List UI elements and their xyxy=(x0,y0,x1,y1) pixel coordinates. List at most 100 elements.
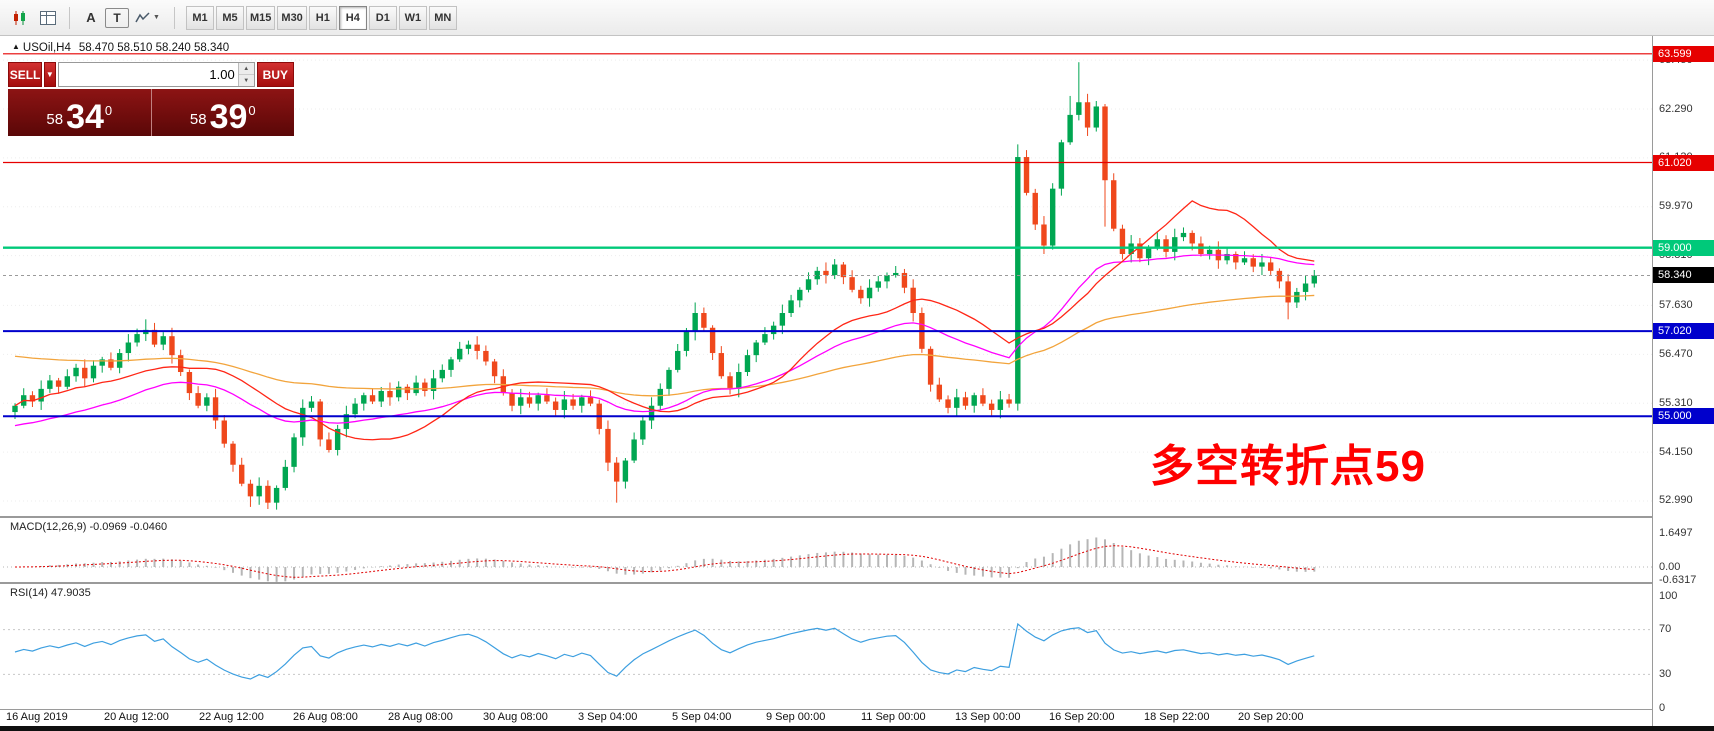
candle[interactable] xyxy=(395,381,402,402)
candle[interactable] xyxy=(648,397,655,429)
timeframe-button-mn[interactable]: MN xyxy=(428,5,457,30)
candle[interactable] xyxy=(631,432,637,464)
timeframe-button-m15[interactable]: M15 xyxy=(246,5,276,30)
candle[interactable] xyxy=(875,275,881,292)
sell-button[interactable]: SELL xyxy=(8,62,43,87)
candle[interactable] xyxy=(1276,268,1283,289)
candle[interactable] xyxy=(544,388,550,405)
chart-window[interactable]: ▲ USOil,H4 58.470 58.510 58.240 58.340 SEL… xyxy=(0,36,1714,731)
candle[interactable] xyxy=(980,388,986,407)
candle[interactable] xyxy=(858,285,864,304)
candle[interactable] xyxy=(1267,256,1274,275)
volume-input[interactable] xyxy=(58,63,238,86)
candle[interactable] xyxy=(962,391,969,410)
candle[interactable] xyxy=(1119,224,1126,260)
pane-separator[interactable] xyxy=(0,582,1652,584)
candle[interactable] xyxy=(457,341,463,362)
candle[interactable] xyxy=(1058,139,1065,196)
candle[interactable] xyxy=(718,346,725,379)
candle[interactable] xyxy=(483,345,489,366)
timeframe-button-m30[interactable]: M30 xyxy=(277,5,307,30)
candle[interactable] xyxy=(491,358,498,384)
candle[interactable] xyxy=(1076,62,1082,121)
candle[interactable] xyxy=(1067,95,1073,145)
candle[interactable] xyxy=(439,364,445,383)
candle[interactable] xyxy=(1093,100,1099,132)
candle[interactable] xyxy=(369,388,376,405)
candle[interactable] xyxy=(125,334,132,362)
candle[interactable] xyxy=(177,349,184,377)
candle[interactable] xyxy=(47,374,53,393)
candle[interactable] xyxy=(64,369,71,390)
candle[interactable] xyxy=(160,332,166,351)
candle[interactable] xyxy=(448,356,454,377)
volume-decrease-button[interactable]: ▼ xyxy=(238,75,254,86)
candle[interactable] xyxy=(387,382,393,406)
candle[interactable] xyxy=(204,393,210,412)
draw-tool-icon[interactable]: ▼ xyxy=(129,5,165,31)
candle[interactable] xyxy=(1137,237,1143,263)
order-type-dropdown[interactable]: ▼ xyxy=(44,62,56,87)
candle[interactable] xyxy=(247,479,254,507)
candle[interactable] xyxy=(727,372,733,395)
candle[interactable] xyxy=(343,405,350,438)
candle[interactable] xyxy=(282,459,289,491)
candle[interactable] xyxy=(300,399,306,446)
candle[interactable] xyxy=(21,388,27,409)
candle[interactable] xyxy=(971,392,977,413)
candle[interactable] xyxy=(38,380,44,410)
candle[interactable] xyxy=(186,369,193,401)
text-tool-icon[interactable]: T xyxy=(105,7,129,28)
candle[interactable] xyxy=(1311,270,1317,288)
candlestick-chart-icon[interactable] xyxy=(6,5,34,31)
candle[interactable] xyxy=(73,363,79,382)
candle[interactable] xyxy=(849,270,855,293)
candle[interactable] xyxy=(82,359,88,387)
candle[interactable] xyxy=(55,377,62,394)
candle[interactable] xyxy=(1084,93,1091,136)
candle[interactable] xyxy=(1023,150,1030,196)
candle[interactable] xyxy=(622,458,629,489)
candle[interactable] xyxy=(666,367,672,396)
buy-button[interactable]: BUY xyxy=(256,62,294,87)
candle[interactable] xyxy=(831,259,838,280)
candle[interactable] xyxy=(675,343,681,373)
candle[interactable] xyxy=(334,424,341,456)
candle[interactable] xyxy=(291,433,297,473)
candle[interactable] xyxy=(657,383,663,410)
candle[interactable] xyxy=(265,480,271,510)
candle[interactable] xyxy=(1180,227,1187,242)
candle[interactable] xyxy=(788,294,794,318)
candle[interactable] xyxy=(640,416,646,445)
candle[interactable] xyxy=(988,399,995,416)
candle[interactable] xyxy=(90,360,97,383)
candle[interactable] xyxy=(1294,287,1300,308)
main-price-chart[interactable] xyxy=(3,38,1652,516)
candle[interactable] xyxy=(273,485,280,510)
volume-increase-button[interactable]: ▲ xyxy=(238,63,254,75)
timeframe-button-h4[interactable]: H4 xyxy=(338,5,367,30)
candle[interactable] xyxy=(866,279,873,307)
candle[interactable] xyxy=(797,287,803,308)
bid-price-display[interactable]: 58 34 0 xyxy=(8,89,152,136)
candle[interactable] xyxy=(535,392,541,411)
candle[interactable] xyxy=(1006,393,1012,408)
candle[interactable] xyxy=(1032,188,1038,230)
timeframe-button-m1[interactable]: M1 xyxy=(186,5,214,30)
candle[interactable] xyxy=(169,327,175,364)
candle[interactable] xyxy=(692,302,698,341)
candle[interactable] xyxy=(779,304,786,335)
candle[interactable] xyxy=(936,377,943,402)
candle[interactable] xyxy=(901,268,908,294)
candle[interactable] xyxy=(422,378,428,397)
candle[interactable] xyxy=(230,441,236,472)
candle[interactable] xyxy=(195,386,201,409)
timeframe-button-d1[interactable]: D1 xyxy=(368,5,397,30)
candle[interactable] xyxy=(762,327,768,346)
candle[interactable] xyxy=(552,397,559,416)
candle[interactable] xyxy=(1015,144,1021,411)
candle[interactable] xyxy=(884,272,890,289)
candle[interactable] xyxy=(239,457,245,487)
candle[interactable] xyxy=(683,327,690,357)
candle[interactable] xyxy=(893,266,899,278)
